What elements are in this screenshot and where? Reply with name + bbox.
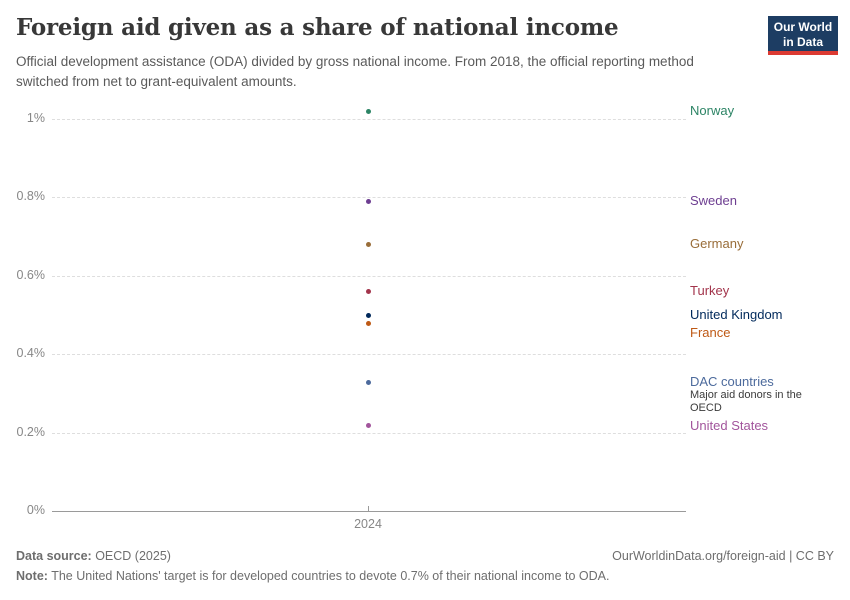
y-axis-tick-label: 0.2% bbox=[16, 424, 46, 439]
data-point-sweden[interactable] bbox=[366, 199, 371, 205]
page-title: Foreign aid given as a share of national… bbox=[16, 14, 619, 41]
gridline bbox=[52, 275, 686, 277]
owid-logo[interactable]: Our World in Data bbox=[768, 16, 838, 55]
gridline bbox=[52, 354, 686, 356]
entity-label-united-kingdom[interactable]: United Kingdom bbox=[690, 307, 783, 322]
x-axis-line bbox=[52, 511, 686, 512]
entity-label-sweden[interactable]: Sweden bbox=[690, 193, 737, 209]
data-point-norway[interactable] bbox=[366, 109, 371, 115]
gridline bbox=[52, 432, 686, 434]
data-source-value: OECD (2025) bbox=[91, 549, 171, 563]
data-point-germany[interactable] bbox=[366, 242, 371, 248]
owid-logo-line2: in Data bbox=[782, 34, 823, 49]
data-point-united-states[interactable] bbox=[366, 422, 371, 428]
entity-label-germany[interactable]: Germany bbox=[690, 236, 744, 252]
entity-label-norway[interactable]: Norway bbox=[690, 103, 735, 119]
entity-label-france[interactable]: France bbox=[690, 325, 731, 340]
entity-label-turkey[interactable]: Turkey bbox=[690, 283, 730, 299]
data-source-line: Data source: OECD (2025) bbox=[16, 549, 171, 563]
y-axis-tick-label: 0% bbox=[26, 503, 45, 517]
owid-license-link[interactable]: OurWorldinData.org/foreign-aid | CC BY bbox=[612, 549, 834, 563]
y-axis-tick-label: 1% bbox=[26, 111, 45, 125]
data-point-turkey[interactable] bbox=[366, 289, 371, 295]
data-point-france[interactable] bbox=[366, 320, 371, 326]
x-axis-tick bbox=[368, 506, 369, 511]
y-axis-tick-label: 0.8% bbox=[16, 189, 46, 204]
note-value: The United Nations' target is for develo… bbox=[47, 569, 610, 583]
owid-logo-line1: Our World bbox=[773, 20, 833, 34]
gridline bbox=[52, 197, 686, 199]
gridline bbox=[52, 119, 686, 120]
entity-label-dac-countries[interactable]: DAC countries bbox=[690, 373, 774, 389]
note-label: Note: bbox=[16, 569, 48, 583]
y-axis-tick-label: 0.6% bbox=[16, 267, 46, 282]
y-axis-tick-label: 0.4% bbox=[16, 346, 46, 361]
note-line: Note: The United Nations' target is for … bbox=[16, 569, 836, 583]
data-point-united-kingdom[interactable] bbox=[366, 313, 371, 318]
chart-subtitle: Official development assistance (ODA) di… bbox=[16, 54, 694, 89]
data-source-label: Data source: bbox=[16, 549, 92, 563]
entity-annotation: Major aid donors in the OECD bbox=[690, 388, 802, 414]
entity-label-united-states[interactable]: United States bbox=[690, 417, 769, 433]
data-point-dac-countries[interactable] bbox=[366, 379, 371, 385]
x-axis-tick-label: 2024 bbox=[354, 517, 382, 531]
